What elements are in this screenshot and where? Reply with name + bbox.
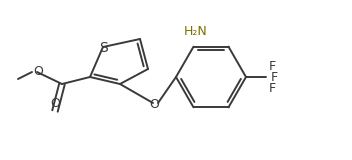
Text: F: F <box>271 71 278 84</box>
Text: S: S <box>99 41 107 55</box>
Text: O: O <box>50 97 60 110</box>
Text: F: F <box>269 60 276 72</box>
Text: O: O <box>33 64 43 77</box>
Text: F: F <box>269 81 276 95</box>
Text: O: O <box>149 97 159 111</box>
Text: H₂N: H₂N <box>184 25 207 38</box>
